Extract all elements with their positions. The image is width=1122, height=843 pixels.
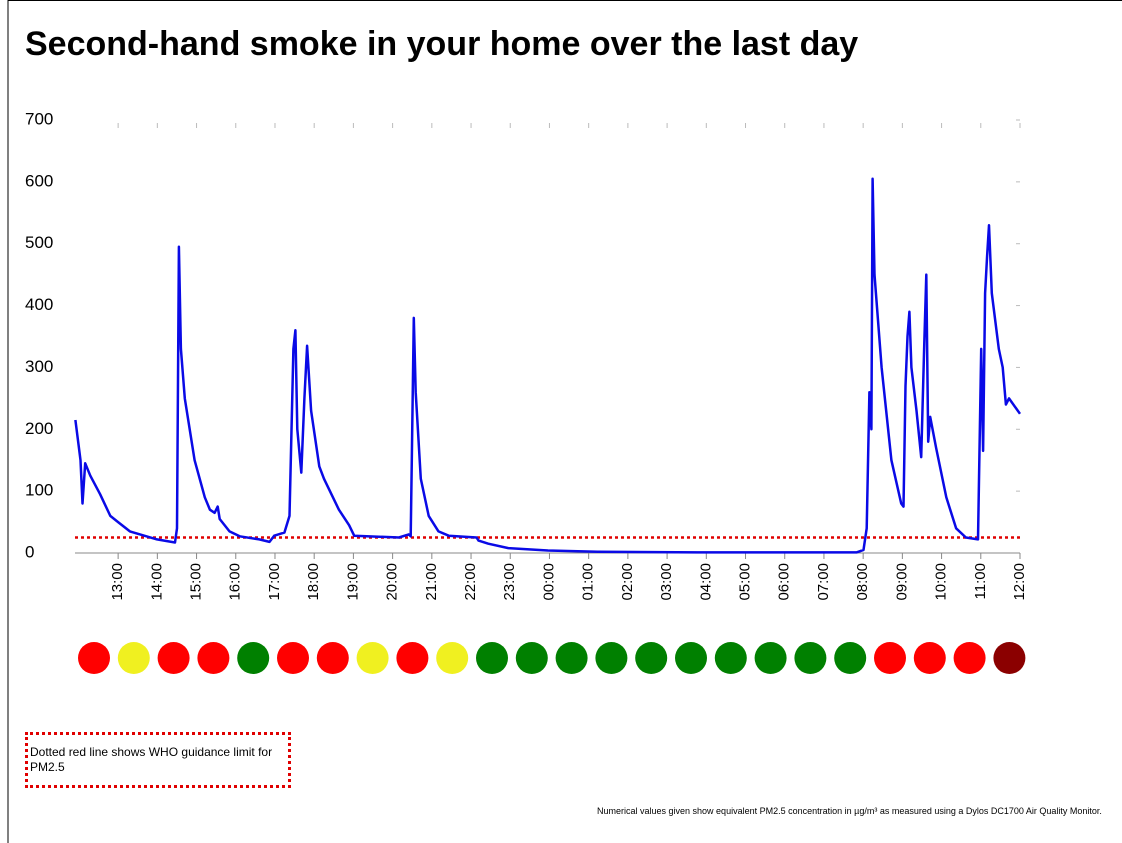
x-tick-label: 17:00 — [266, 563, 283, 601]
data-line — [74, 177, 1022, 554]
x-tick-label: 10:00 — [933, 563, 950, 601]
hour-indicator — [237, 642, 270, 674]
hour-indicator — [396, 642, 429, 674]
chart-title: Second-hand smoke in your home over the … — [25, 25, 858, 63]
hour-indicator — [515, 642, 548, 674]
x-tick-label: 01:00 — [580, 563, 597, 601]
x-tick-label: 13:00 — [109, 563, 126, 601]
hour-indicator — [78, 642, 110, 674]
hour-indicator — [794, 642, 827, 674]
hour-indicator — [714, 642, 747, 674]
annotation: Dotted red line shows WHO guidance limit… — [25, 732, 291, 788]
y-tick-label: 400 — [25, 295, 53, 314]
y-tick-label: 700 — [25, 109, 53, 128]
x-tick-label: 20:00 — [384, 563, 401, 601]
x-tick-label: 09:00 — [893, 563, 910, 601]
x-tick-label: 18:00 — [305, 563, 322, 601]
y-tick-label: 300 — [25, 357, 53, 376]
y-tick-label: 200 — [25, 419, 53, 438]
hour-indicator — [993, 642, 1026, 674]
hour-indicator — [277, 642, 309, 674]
x-tick-label: 22:00 — [462, 563, 479, 601]
x-tick-label: 02:00 — [619, 563, 636, 601]
x-tick-label: 12:00 — [1011, 563, 1028, 601]
x-tick-label: 19:00 — [344, 563, 361, 601]
footnote: Numerical values given show equivalent P… — [597, 806, 1102, 816]
hour-indicator — [197, 642, 230, 674]
x-tick-label: 05:00 — [736, 563, 753, 601]
y-tick-label: 0 — [25, 542, 34, 561]
hour-indicator — [675, 642, 707, 674]
hour-indicator — [913, 642, 946, 674]
x-tick-label: 15:00 — [188, 563, 205, 601]
x-tick-label: 04:00 — [697, 563, 714, 601]
y-tick-label: 500 — [25, 233, 53, 252]
hour-indicator — [874, 642, 906, 674]
x-tick-label: 11:00 — [972, 563, 989, 599]
hour-indicator — [356, 642, 389, 674]
hour-indicator — [157, 642, 190, 674]
hour-indicator — [635, 642, 668, 674]
y-tick-label: 600 — [25, 171, 53, 190]
x-tick-label: 21:00 — [423, 563, 440, 601]
hour-indicator — [476, 642, 508, 674]
x-tick-label: 14:00 — [148, 563, 165, 601]
x-tick-label: 08:00 — [854, 563, 871, 601]
hour-indicator — [555, 642, 588, 674]
x-tick-label: 07:00 — [815, 563, 832, 601]
y-tick-label: 100 — [25, 481, 53, 500]
hour-indicator — [117, 642, 150, 674]
hour-indicator — [595, 642, 628, 674]
hour-indicator — [953, 642, 986, 674]
x-tick-label: 23:00 — [501, 563, 518, 601]
hour-indicator — [316, 642, 349, 674]
x-tick-label: 06:00 — [776, 563, 793, 601]
x-tick-label: 16:00 — [227, 563, 244, 601]
hour-indicator — [754, 642, 787, 674]
hour-indicator — [436, 642, 469, 674]
hour-indicator — [834, 642, 867, 674]
x-tick-label: 03:00 — [658, 563, 675, 601]
x-tick-label: 00:00 — [540, 563, 557, 601]
